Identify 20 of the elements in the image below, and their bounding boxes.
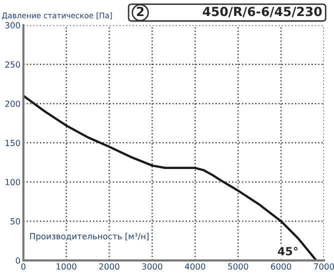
- x-axis-title: Производительность [м³/н]: [30, 232, 149, 241]
- x-tick-label: 6000: [271, 263, 292, 270]
- chart-title: 450/R/6-6/45/230: [202, 6, 322, 18]
- x-tick-label: 7000: [314, 263, 334, 270]
- x-tick-label: 2000: [99, 263, 120, 270]
- y-tick-label: 100: [6, 178, 20, 186]
- y-tick-label: 200: [5, 100, 20, 107]
- y-tick-label: 150: [6, 140, 20, 146]
- line-series: [23, 94, 318, 260]
- y-tick-label: 50: [10, 218, 20, 224]
- annotation: 45°: [278, 246, 298, 256]
- y-tick-label: 0: [16, 257, 20, 264]
- x-tick-label: 5000: [228, 263, 248, 270]
- x-tick-label: 3000: [142, 263, 162, 270]
- text: 2: [136, 6, 144, 16]
- y-tick-label: 250: [5, 61, 20, 68]
- x-tick-label: 1000: [56, 263, 76, 270]
- y-tick-label: 300: [5, 22, 20, 28]
- x-tick-label: 0: [21, 263, 26, 270]
- x-tick-label: 4000: [184, 263, 206, 270]
